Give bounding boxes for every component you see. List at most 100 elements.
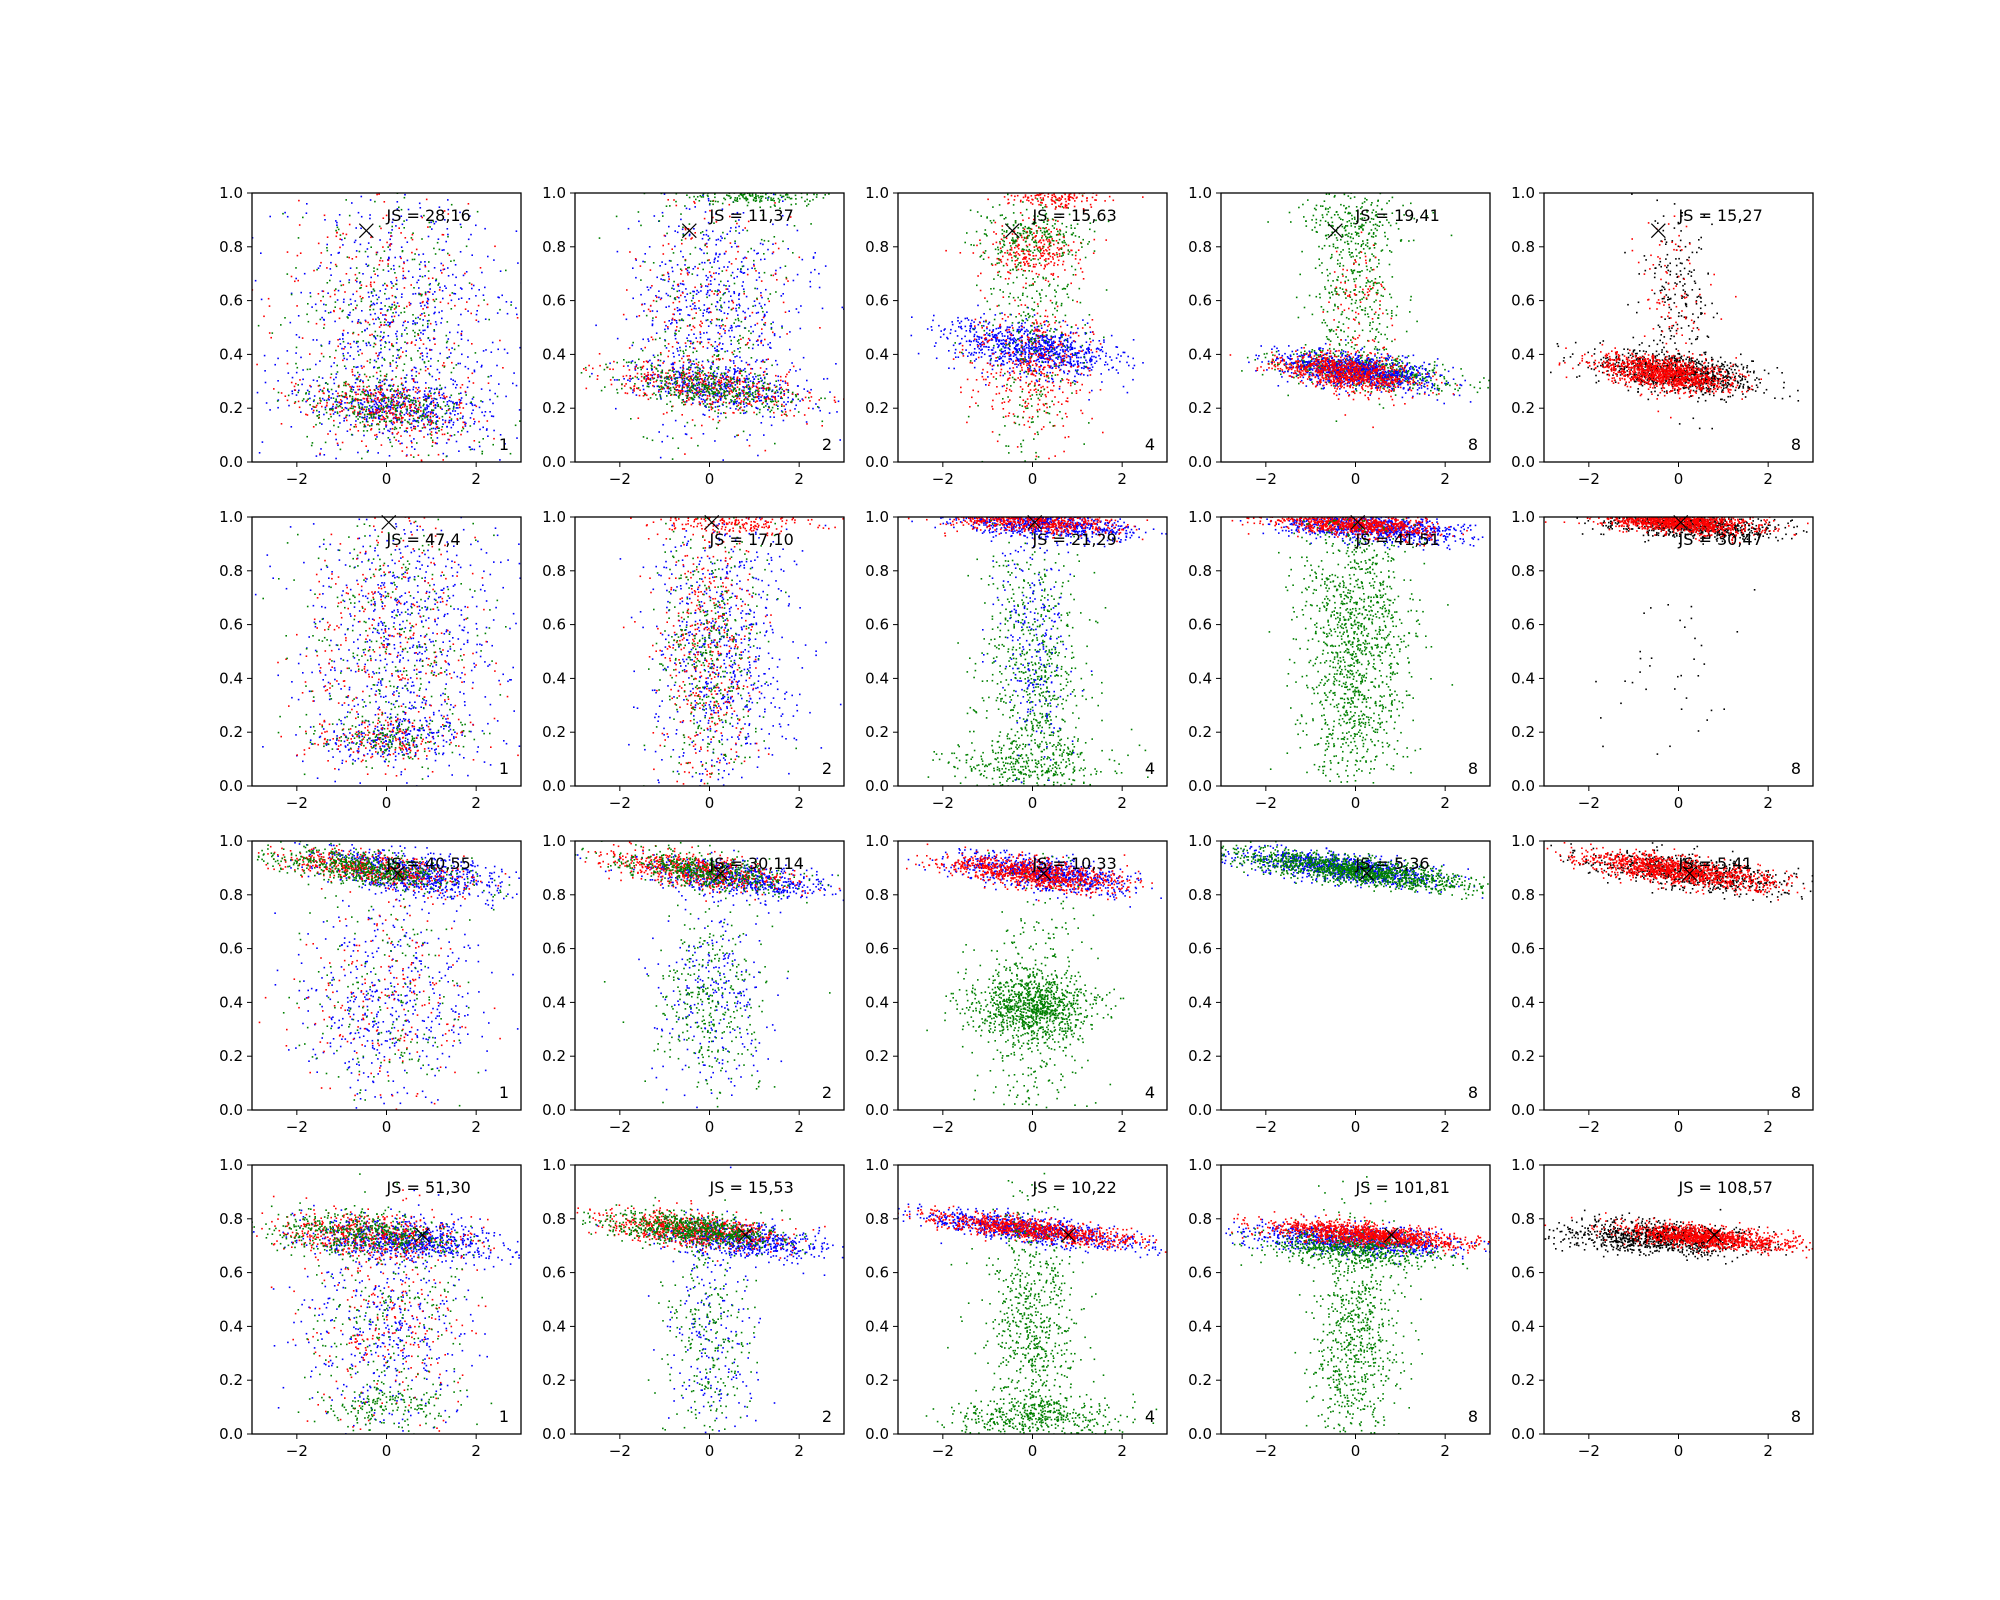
data-point (502, 367, 504, 369)
data-point (1060, 364, 1063, 367)
data-point (704, 401, 706, 403)
data-point (1020, 350, 1023, 353)
data-point (450, 435, 453, 437)
data-point (404, 320, 406, 322)
data-point (309, 292, 312, 294)
data-point (701, 395, 704, 397)
data-point (374, 200, 376, 203)
data-point (430, 434, 433, 436)
data-point (687, 376, 689, 379)
data-point (392, 312, 394, 314)
data-point (649, 382, 651, 384)
data-point (759, 367, 762, 369)
data-point (706, 291, 709, 294)
data-point (737, 319, 740, 322)
data-point (667, 273, 670, 275)
data-point (746, 273, 749, 276)
data-point (482, 438, 484, 440)
data-point (742, 310, 744, 313)
data-point (418, 408, 420, 411)
data-point (333, 424, 335, 427)
data-point (383, 201, 386, 203)
data-point (519, 346, 521, 349)
data-point (442, 397, 444, 400)
data-point (319, 399, 321, 401)
data-point (715, 213, 717, 215)
data-point (730, 295, 732, 297)
data-point (763, 239, 766, 242)
data-point (378, 193, 380, 195)
data-point (346, 397, 348, 400)
data-point (806, 205, 808, 207)
data-point (691, 419, 694, 421)
data-point (443, 249, 445, 251)
data-point (469, 448, 472, 451)
data-point (716, 367, 718, 369)
data-point (277, 357, 279, 360)
data-point (720, 325, 723, 327)
data-point (341, 410, 343, 412)
series-red-points (622, 199, 821, 455)
data-point (370, 401, 373, 403)
data-point (772, 251, 775, 253)
data-point (416, 392, 419, 394)
data-point (693, 363, 695, 365)
data-point (672, 284, 674, 287)
data-point (643, 377, 645, 379)
data-point (360, 284, 363, 286)
data-point (693, 396, 696, 398)
data-point (382, 314, 384, 316)
data-point (778, 388, 781, 391)
data-point (460, 313, 462, 316)
data-point (486, 428, 488, 430)
data-point (422, 324, 424, 327)
data-point (997, 345, 1000, 348)
data-point (670, 376, 673, 378)
data-point (358, 399, 360, 401)
data-point (782, 419, 785, 422)
data-point (402, 270, 405, 273)
data-point (726, 288, 729, 290)
data-point (781, 405, 783, 407)
data-point (1066, 361, 1068, 363)
data-point (686, 392, 689, 394)
data-point (757, 407, 759, 410)
data-point (421, 414, 423, 417)
data-point (347, 342, 349, 345)
data-point (473, 448, 476, 451)
data-point (427, 396, 429, 398)
data-point (728, 391, 730, 393)
data-point (658, 431, 660, 433)
data-point (467, 367, 470, 370)
data-point (714, 381, 716, 384)
data-point (717, 390, 720, 392)
data-point (713, 370, 716, 372)
data-point (338, 414, 341, 417)
data-point (673, 319, 676, 321)
data-point (366, 265, 369, 267)
data-point (773, 392, 776, 394)
data-point (375, 402, 378, 404)
data-point (382, 400, 385, 403)
data-point (445, 287, 447, 289)
data-point (761, 384, 764, 387)
data-point (373, 335, 375, 338)
data-point (711, 361, 713, 364)
data-point (366, 451, 369, 453)
data-point (744, 344, 747, 346)
data-point (336, 442, 339, 445)
data-point (682, 292, 684, 294)
data-point (685, 207, 688, 210)
data-point (342, 338, 344, 340)
data-point (765, 368, 768, 370)
data-point (716, 301, 718, 303)
data-point (723, 301, 726, 304)
data-point (740, 400, 743, 402)
data-point (789, 216, 792, 218)
data-point (668, 278, 670, 280)
data-point (698, 401, 701, 403)
data-point (439, 301, 442, 303)
data-point (319, 422, 321, 424)
data-point (723, 372, 726, 374)
